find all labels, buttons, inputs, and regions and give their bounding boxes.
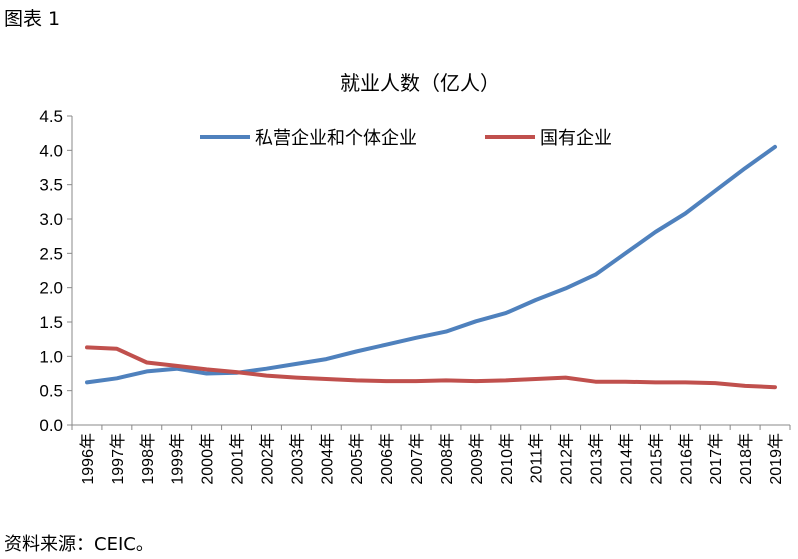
- x-tick-label: 2016年: [677, 433, 695, 485]
- y-tick-label: 0.0: [39, 416, 63, 435]
- x-tick-label: 2006年: [378, 433, 396, 485]
- x-tick-label: 2019年: [767, 433, 785, 485]
- legend-label-1: 私营企业和个体企业: [255, 128, 417, 149]
- x-tick-label: 2005年: [348, 433, 366, 485]
- x-tick-label: 2003年: [288, 433, 306, 485]
- y-tick-label: 2.5: [39, 244, 63, 263]
- x-tick-label: 2000年: [199, 433, 217, 485]
- x-tick-label: 2010年: [498, 433, 516, 485]
- x-tick-label: 2014年: [617, 433, 635, 485]
- x-tick-label: 2017年: [707, 433, 725, 485]
- axes: [71, 116, 790, 426]
- x-tick-label: 2018年: [737, 433, 755, 485]
- source-note: 资料来源：CEIC。: [4, 534, 154, 555]
- x-tick-label: 2015年: [647, 433, 665, 485]
- x-tick-label: 2004年: [318, 433, 336, 485]
- series-line-1: [85, 144, 777, 385]
- x-tick-label: 2001年: [229, 433, 247, 485]
- y-tick-label: 2.0: [39, 279, 63, 298]
- y-axis-ticks: 0.0 0.5 1.0 1.5 2.0 2.5 3.0 3.5 4.0 4.5: [39, 107, 72, 435]
- x-tick-label: 2011年: [528, 433, 546, 483]
- y-tick-label: 4.5: [39, 107, 63, 126]
- x-tick-label: 2012年: [558, 433, 576, 485]
- y-tick-label: 1.5: [39, 313, 63, 332]
- y-tick-label: 0.5: [39, 382, 63, 401]
- series-line-2: [85, 345, 777, 390]
- x-tick-label: 2002年: [258, 433, 276, 485]
- x-tick-label: 1997年: [109, 433, 127, 485]
- x-tick-label: 1998年: [139, 433, 157, 485]
- legend-label-2: 国有企业: [540, 128, 612, 149]
- y-tick-label: 1.0: [39, 347, 63, 366]
- y-tick-label: 3.0: [39, 210, 63, 229]
- y-tick-label: 3.5: [39, 176, 63, 195]
- legend: 私营企业和个体企业 国有企业: [200, 128, 612, 149]
- x-tick-label: 2013年: [588, 433, 606, 485]
- figure-label: 图表 1: [4, 8, 61, 30]
- series-lines: [85, 144, 777, 390]
- x-tick-label: 1996年: [79, 433, 97, 485]
- x-tick-label: 2009年: [468, 433, 486, 485]
- chart-title: 就业人数（亿人）: [340, 71, 500, 95]
- y-tick-label: 4.0: [39, 141, 63, 160]
- x-axis-ticks: 1996年 1997年 1998年 1999年 2000年 2001年 2002年 2003年…: [71, 425, 791, 485]
- x-tick-label: 1999年: [169, 433, 187, 485]
- line-chart: 就业人数（亿人） 0.00.51.01.52.02.53.03.54.04.5 …: [39, 71, 791, 485]
- x-tick-label: 2008年: [438, 433, 456, 485]
- x-tick-label: 2007年: [408, 433, 426, 485]
